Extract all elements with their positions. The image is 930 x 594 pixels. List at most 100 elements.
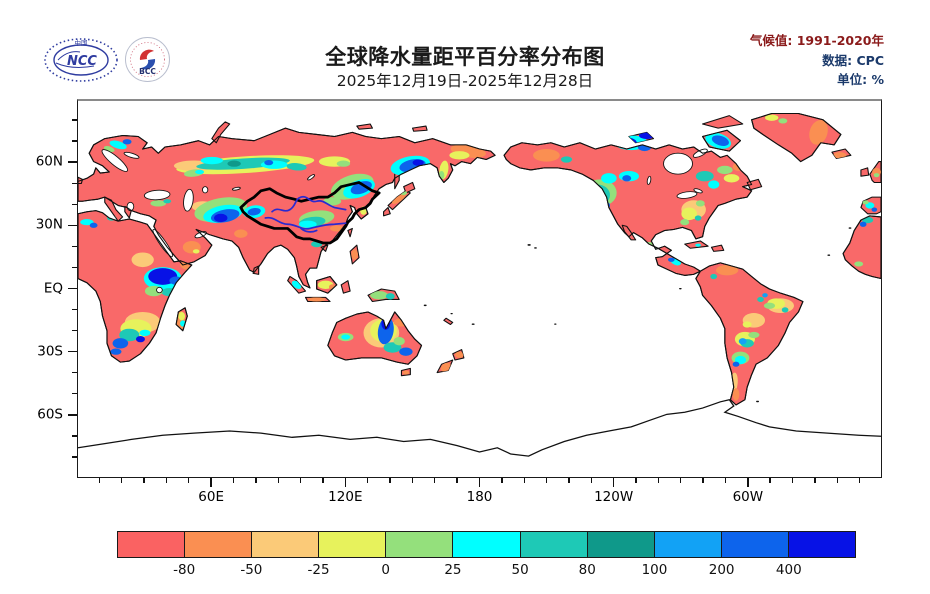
anomaly-patch [341, 334, 351, 340]
x-tick [657, 478, 660, 483]
y-tick [72, 393, 77, 395]
anomaly-patch [195, 169, 205, 175]
anomaly-patch [454, 351, 464, 358]
anomaly-patch [622, 175, 632, 182]
agency-logos: NCC 中国 BCC [42, 36, 171, 83]
colorbar-tick-label: 80 [578, 562, 596, 578]
anomaly-patch [833, 152, 847, 159]
x-tick [635, 478, 637, 483]
anomaly-patch [399, 347, 413, 356]
anomaly-patch [601, 173, 617, 184]
anomaly-patch [298, 220, 317, 228]
x-axis-label: 180 [466, 489, 493, 505]
y-axis-label: EQ [43, 280, 63, 297]
colorbar-segment [453, 532, 521, 557]
x-tick [791, 478, 794, 483]
colorbar-segment [788, 532, 856, 557]
x-tick [98, 478, 101, 483]
x-tick [232, 478, 235, 483]
x-axis-label: 60E [198, 489, 225, 505]
anomaly-patch [862, 200, 869, 205]
y-tick [72, 435, 77, 437]
y-axis-label: 30N [35, 217, 63, 234]
anomaly-patch [80, 219, 94, 226]
unit-value: % [871, 72, 884, 87]
y-tick [72, 456, 77, 458]
anomaly-patch [742, 321, 752, 328]
x-tick [724, 478, 727, 483]
climatology-label: 气候值: [749, 33, 793, 48]
anomaly-patch [286, 163, 307, 171]
anomaly-patch [715, 264, 739, 276]
bcc-logo: BCC [125, 37, 170, 82]
anomaly-patch [89, 222, 98, 228]
anomaly-patch [587, 191, 604, 207]
anomaly-patch [393, 337, 405, 346]
y-tick [68, 161, 77, 163]
colorbar-labels: -80 -50 -25 0 25 50 80 100 200 400 [117, 562, 856, 578]
anomaly-patch [110, 348, 122, 355]
anomaly-patch [763, 302, 776, 309]
x-tick [545, 478, 548, 483]
x-tick [299, 478, 302, 483]
anomaly-patch [200, 156, 223, 165]
data-source-label: 数据: [822, 52, 853, 68]
anomaly-patch [711, 135, 729, 146]
anomaly-patch [122, 139, 132, 145]
anomaly-patch [370, 291, 389, 300]
anomaly-patch [163, 199, 172, 204]
anomaly-patch [585, 184, 610, 206]
anomaly-patch [695, 200, 705, 207]
y-axis: 60N 30N EQ 30S 60S [0, 99, 77, 478]
x-tick [344, 478, 347, 487]
colorbar-segment [721, 532, 789, 557]
island-specks [423, 227, 852, 403]
anomaly-patch [681, 207, 697, 221]
anomaly-patch [757, 296, 764, 303]
anomaly-patch [593, 189, 602, 197]
anomaly-patch [234, 229, 248, 238]
x-tick [680, 478, 682, 483]
x-tick [121, 478, 123, 483]
anomaly-patch [695, 170, 714, 182]
y-tick [68, 287, 77, 290]
anomaly-patch [400, 190, 408, 195]
anomaly-patch [865, 202, 875, 209]
anomaly-patch [119, 328, 140, 342]
date-range-subtitle: 2025年12月19日-2025年12月28日 [336, 72, 594, 90]
colorbar-segment [520, 532, 588, 557]
x-tick [769, 478, 771, 483]
anomaly-patch [871, 207, 878, 212]
x-axis-label: 60W [732, 489, 764, 505]
y-tick [68, 224, 77, 227]
x-tick [523, 478, 525, 483]
x-tick [456, 478, 458, 483]
y-axis-label: 60N [35, 153, 63, 170]
anomaly-patch [178, 311, 186, 321]
anomaly-patch [638, 131, 655, 140]
colorbar-segment [185, 532, 253, 557]
x-axis-label: 120W [594, 489, 634, 505]
anomaly-patch [732, 388, 740, 401]
anomaly-patch [109, 140, 127, 150]
anomaly-patch [723, 174, 740, 183]
y-tick [72, 119, 77, 121]
colorbar-tick-label: 25 [444, 562, 462, 578]
colorbar-segment [654, 532, 722, 557]
unit-row: 单位: % [750, 70, 884, 90]
x-tick [568, 478, 570, 483]
colorbar-tick-label: 400 [775, 562, 802, 578]
x-tick [165, 478, 168, 483]
anomaly-patch [708, 180, 720, 189]
colorbar-segment [386, 532, 454, 557]
x-tick [434, 478, 436, 483]
anomaly-patch [150, 200, 167, 207]
unit-label: 单位: [837, 72, 868, 87]
anomaly-patch [859, 221, 867, 227]
anomaly-patch [809, 120, 828, 145]
colorbar-tick-label: 0 [381, 562, 391, 578]
anomaly-patch [307, 297, 326, 302]
ncc-logo: NCC 中国 [44, 38, 118, 82]
x-tick [210, 478, 212, 487]
